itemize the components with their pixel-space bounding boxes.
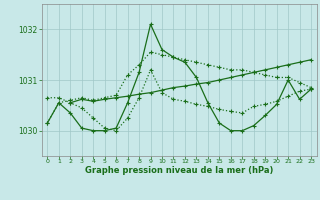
X-axis label: Graphe pression niveau de la mer (hPa): Graphe pression niveau de la mer (hPa) [85, 166, 273, 175]
